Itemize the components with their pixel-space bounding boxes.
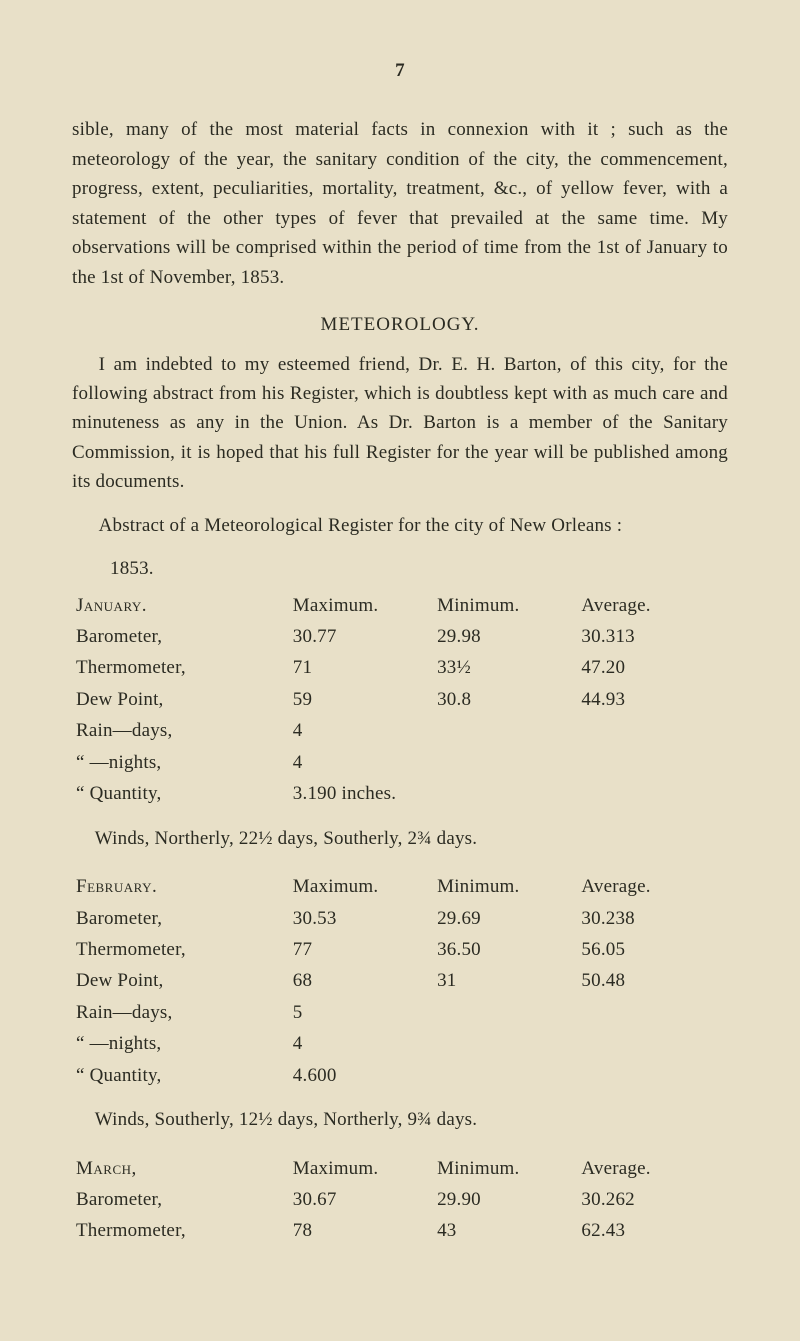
cell-max: 59 [269,684,413,715]
cell-max: 30.77 [269,621,413,652]
cell-avg: 47.20 [557,652,728,683]
table-row: “ Quantity, 4.600 [72,1060,728,1091]
cell-max: 5 [269,997,413,1028]
cell-min [413,1060,557,1091]
page-number: 7 [72,56,728,85]
cell-max: 71 [269,652,413,683]
meteorology-paragraph-2: Abstract of a Meteorological Register fo… [72,511,728,540]
year-line: 1853. [72,554,728,583]
row-label: “ Quantity, [72,1060,269,1091]
section-heading-meteorology: METEOROLOGY. [72,310,728,339]
cell-min: 36.50 [413,934,557,965]
cell-avg [557,778,728,809]
table-row: Dew Point, 68 31 50.48 [72,965,728,996]
table-header-row: March, Maximum. Minimum. Average. [72,1153,728,1184]
table-row: “ —nights, 4 [72,747,728,778]
cell-min: 29.98 [413,621,557,652]
cell-min: 30.8 [413,684,557,715]
cell-min [413,715,557,746]
row-label: Barometer, [72,621,269,652]
cell-avg: 50.48 [557,965,728,996]
col-header-min: Minimum. [413,871,557,902]
col-header-avg: Average. [557,590,728,621]
cell-max: 4 [269,747,413,778]
col-header-min: Minimum. [413,590,557,621]
cell-max: 30.67 [269,1184,413,1215]
row-label: Dew Point, [72,684,269,715]
row-label: “ —nights, [72,747,269,778]
cell-min [413,778,557,809]
col-header-avg: Average. [557,1153,728,1184]
row-label: Rain—days, [72,997,269,1028]
row-label: “ Quantity, [72,778,269,809]
cell-min: 33½ [413,652,557,683]
col-header-max: Maximum. [269,871,413,902]
cell-avg [557,715,728,746]
cell-avg [557,747,728,778]
month-name: January. [72,590,269,621]
cell-max: 68 [269,965,413,996]
cell-avg [557,1028,728,1059]
cell-min [413,1028,557,1059]
winds-line-january: Winds, Northerly, 22½ days, Southerly, 2… [72,824,728,853]
table-row: Thermometer, 71 33½ 47.20 [72,652,728,683]
cell-avg: 30.238 [557,903,728,934]
cell-max: 4 [269,1028,413,1059]
table-row: “ —nights, 4 [72,1028,728,1059]
cell-avg [557,997,728,1028]
col-header-max: Maximum. [269,1153,413,1184]
table-row: Thermometer, 78 43 62.43 [72,1215,728,1246]
cell-min [413,747,557,778]
cell-avg [557,1060,728,1091]
cell-max: 3.190 inches. [269,778,413,809]
table-row: Barometer, 30.67 29.90 30.262 [72,1184,728,1215]
month-name: March, [72,1153,269,1184]
col-header-avg: Average. [557,871,728,902]
cell-min: 31 [413,965,557,996]
row-label: Rain—days, [72,715,269,746]
table-row: Thermometer, 77 36.50 56.05 [72,934,728,965]
cell-avg: 56.05 [557,934,728,965]
cell-avg: 30.262 [557,1184,728,1215]
table-row: Rain—days, 5 [72,997,728,1028]
cell-min: 29.69 [413,903,557,934]
table-row: Dew Point, 59 30.8 44.93 [72,684,728,715]
table-row: Barometer, 30.77 29.98 30.313 [72,621,728,652]
cell-min: 29.90 [413,1184,557,1215]
cell-min: 43 [413,1215,557,1246]
row-label: Thermometer, [72,652,269,683]
cell-max: 30.53 [269,903,413,934]
intro-paragraph: sible, many of the most material facts i… [72,115,728,292]
row-label: Thermometer, [72,1215,269,1246]
winds-line-february: Winds, Southerly, 12½ days, Northerly, 9… [72,1105,728,1134]
table-row: Barometer, 30.53 29.69 30.238 [72,903,728,934]
table-row: Rain—days, 4 [72,715,728,746]
meteorology-paragraph-1: I am indebted to my esteemed friend, Dr.… [72,350,728,497]
table-header-row: January. Maximum. Minimum. Average. [72,590,728,621]
cell-avg: 30.313 [557,621,728,652]
cell-avg: 44.93 [557,684,728,715]
table-header-row: February. Maximum. Minimum. Average. [72,871,728,902]
table-row: “ Quantity, 3.190 inches. [72,778,728,809]
cell-avg: 62.43 [557,1215,728,1246]
table-february: February. Maximum. Minimum. Average. Bar… [72,871,728,1091]
cell-max: 78 [269,1215,413,1246]
row-label: “ —nights, [72,1028,269,1059]
row-label: Dew Point, [72,965,269,996]
table-march: March, Maximum. Minimum. Average. Barome… [72,1153,728,1247]
col-header-max: Maximum. [269,590,413,621]
cell-max: 4 [269,715,413,746]
cell-max: 4.600 [269,1060,413,1091]
col-header-min: Minimum. [413,1153,557,1184]
cell-min [413,997,557,1028]
row-label: Thermometer, [72,934,269,965]
cell-max: 77 [269,934,413,965]
table-january: January. Maximum. Minimum. Average. Baro… [72,590,728,810]
month-name: February. [72,871,269,902]
row-label: Barometer, [72,1184,269,1215]
row-label: Barometer, [72,903,269,934]
